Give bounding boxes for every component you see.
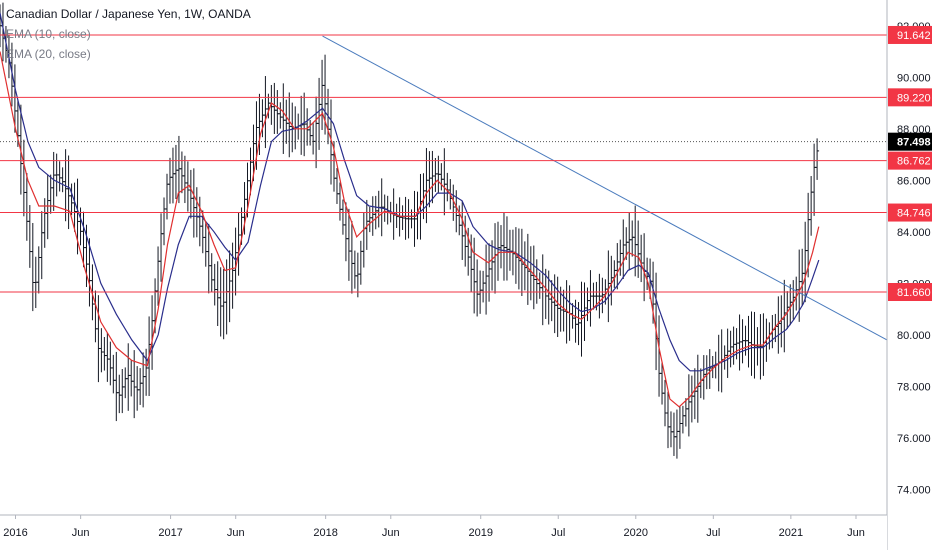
x-tick-label: Jun	[847, 527, 865, 539]
price-level-label: 91.642	[897, 30, 931, 42]
chart-title: Canadian Dollar / Japanese Yen, 1W, OAND…	[6, 7, 251, 21]
y-tick-label: 90.000	[897, 72, 931, 84]
y-tick-label: 80.000	[897, 330, 931, 342]
x-tick-label: 2021	[779, 527, 803, 539]
price-level-label: 86.762	[897, 156, 931, 168]
y-tick-label: 74.000	[897, 484, 931, 496]
ema10-legend: EMA (10, close)	[6, 27, 91, 41]
x-tick-label: 2019	[468, 527, 492, 539]
last-price-tag	[888, 132, 932, 151]
ema20-legend: EMA (20, close)	[6, 47, 91, 61]
x-tick-label: Jun	[72, 527, 90, 539]
x-tick-label: Jul	[551, 527, 565, 539]
price-level-tag	[888, 88, 932, 107]
time-axis-area	[0, 515, 887, 550]
price-level-label: 89.220	[897, 92, 931, 104]
x-tick-label: Jul	[706, 527, 720, 539]
price-level-tag	[888, 203, 932, 222]
x-tick-label: 2018	[313, 527, 337, 539]
x-tick-label: Jun	[227, 527, 245, 539]
x-tick-label: 2017	[158, 527, 182, 539]
price-level-tag	[888, 25, 932, 44]
x-tick-label: 2016	[3, 527, 27, 539]
price-level-label: 81.660	[897, 287, 931, 299]
x-tick-label: Jun	[382, 527, 400, 539]
y-tick-label: 84.000	[897, 227, 931, 239]
ema10-line	[0, 51, 820, 408]
y-tick-label: 86.000	[897, 175, 931, 187]
x-tick-label: 2020	[624, 527, 648, 539]
price-level-tag	[888, 151, 932, 170]
price-level-label: 84.746	[897, 208, 931, 220]
trendline	[322, 35, 888, 341]
y-tick-label: 78.000	[897, 381, 931, 393]
last-price-label: 87.498	[897, 137, 931, 149]
price-level-tag	[888, 283, 932, 302]
ema20-line	[0, 12, 820, 372]
y-tick-label: 76.000	[897, 433, 931, 445]
chart-legend: Canadian Dollar / Japanese Yen, 1W, OAND…	[6, 4, 251, 64]
